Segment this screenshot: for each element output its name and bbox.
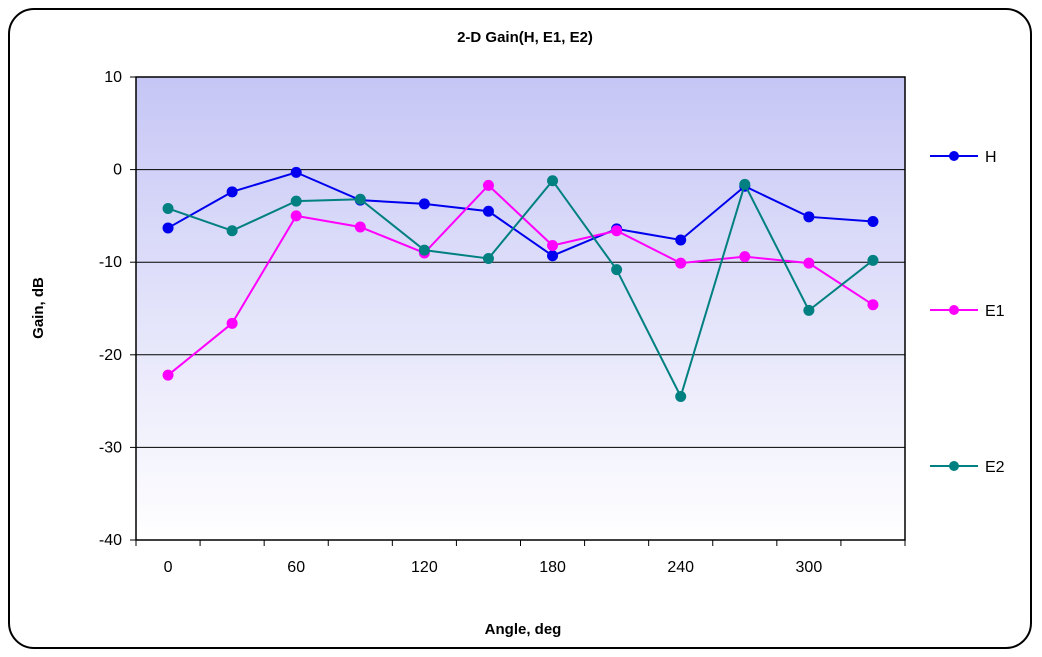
data-point-e2 <box>418 244 430 256</box>
y-tick-label: -20 <box>99 347 122 364</box>
data-point-e1 <box>739 251 751 263</box>
legend-marker-e1 <box>949 305 959 315</box>
data-point-e1 <box>803 257 815 269</box>
data-point-h <box>803 211 815 223</box>
x-tick-label: 300 <box>796 559 823 576</box>
y-tick-label: -10 <box>99 254 122 271</box>
data-point-e2 <box>354 193 366 205</box>
data-point-e2 <box>803 304 815 316</box>
data-point-e2 <box>162 202 174 214</box>
y-tick-label: -40 <box>99 532 122 549</box>
x-tick-label: 120 <box>411 559 438 576</box>
data-point-e1 <box>226 317 238 329</box>
x-tick-label: 60 <box>287 559 305 576</box>
data-point-e1 <box>290 210 302 222</box>
data-point-h <box>290 166 302 178</box>
data-point-e1 <box>611 225 623 237</box>
data-point-e2 <box>482 252 494 264</box>
data-point-h <box>226 186 238 198</box>
x-tick-label: 0 <box>164 559 173 576</box>
data-point-e2 <box>867 254 879 266</box>
y-tick-label: 0 <box>113 162 122 179</box>
legend-label-e1: E1 <box>985 303 1005 320</box>
chart-title: 2-D Gain(H, E1, E2) <box>457 29 593 46</box>
data-point-e2 <box>547 175 559 187</box>
data-point-h <box>162 222 174 234</box>
y-tick-label: 10 <box>104 69 122 86</box>
data-point-h <box>547 250 559 262</box>
y-tick-label: -30 <box>99 439 122 456</box>
data-point-e1 <box>482 179 494 191</box>
series-line-e1 <box>167 183 874 376</box>
data-point-e1 <box>675 257 687 269</box>
data-point-e2 <box>226 225 238 237</box>
legend-marker-h <box>949 151 959 161</box>
x-tick-label: 240 <box>667 559 694 576</box>
series-lines <box>162 166 879 402</box>
legend-label-h: H <box>985 149 997 166</box>
data-point-h <box>482 205 494 217</box>
data-point-e2 <box>739 178 751 190</box>
y-tick-labels: 10 0 -10 -20 -30 -40 <box>99 69 122 549</box>
legend-marker-e2 <box>949 461 959 471</box>
legend-label-e2: E2 <box>985 459 1005 476</box>
data-point-e1 <box>162 369 174 381</box>
data-point-e1 <box>354 221 366 233</box>
y-axis-title: Gain, dB <box>30 277 47 339</box>
plot-area <box>135 76 906 541</box>
gridlines <box>130 76 906 546</box>
data-point-e2 <box>611 264 623 276</box>
data-point-e2 <box>290 195 302 207</box>
x-tick-labels: 0 60 120 180 240 300 <box>164 559 823 576</box>
x-tick-label: 180 <box>539 559 566 576</box>
data-point-e2 <box>675 390 687 402</box>
data-point-h <box>867 215 879 227</box>
x-axis-title: Angle, deg <box>485 621 562 638</box>
data-point-e1 <box>547 240 559 252</box>
data-point-e1 <box>867 299 879 311</box>
legend: H E1 E2 <box>930 149 1005 476</box>
data-point-h <box>675 234 687 246</box>
series-line-h <box>167 171 874 257</box>
data-point-h <box>418 198 430 210</box>
series-line-e2 <box>167 179 874 400</box>
